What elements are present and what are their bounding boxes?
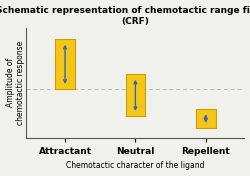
Y-axis label: Amplitude of
chemotactic response: Amplitude of chemotactic response [6, 41, 25, 125]
Bar [126, 74, 145, 116]
Title: Schematic representation of chemotactic range fitting
(CRF): Schematic representation of chemotactic … [0, 6, 250, 26]
X-axis label: Chemotactic character of the ligand: Chemotactic character of the ligand [66, 161, 205, 170]
Bar [196, 109, 216, 128]
Bar [55, 39, 75, 89]
